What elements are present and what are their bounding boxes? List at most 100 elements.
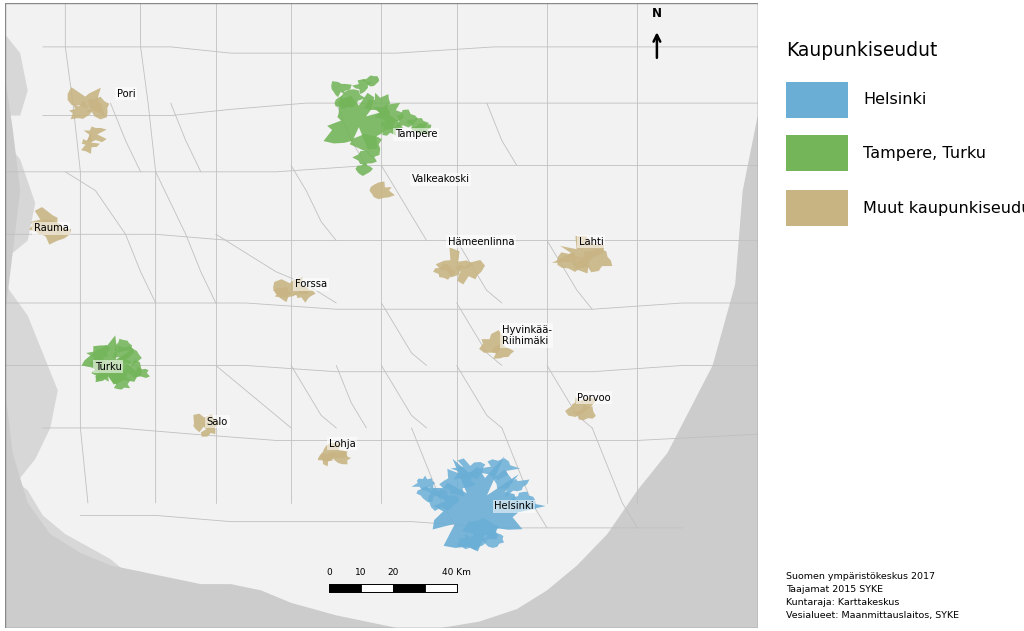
Polygon shape (272, 286, 292, 302)
Text: Tampere, Turku: Tampere, Turku (863, 146, 986, 160)
Polygon shape (557, 252, 591, 272)
Bar (393, 584, 425, 592)
Polygon shape (319, 443, 348, 461)
Polygon shape (436, 247, 473, 278)
Polygon shape (565, 397, 597, 417)
Text: Hyvinkää-
Riihimäki: Hyvinkää- Riihimäki (502, 325, 552, 346)
Polygon shape (113, 377, 130, 389)
Polygon shape (395, 109, 418, 127)
Polygon shape (355, 163, 373, 176)
Text: Helsinki: Helsinki (495, 501, 534, 511)
Text: N: N (652, 7, 662, 20)
Polygon shape (428, 489, 460, 511)
Text: Porvoo: Porvoo (578, 393, 610, 403)
Polygon shape (552, 236, 604, 273)
Polygon shape (493, 469, 529, 497)
Polygon shape (29, 220, 53, 235)
Polygon shape (335, 96, 352, 109)
Polygon shape (80, 565, 231, 628)
Polygon shape (407, 118, 429, 133)
Polygon shape (381, 119, 398, 136)
Polygon shape (317, 453, 333, 466)
Polygon shape (421, 456, 546, 551)
Polygon shape (5, 3, 758, 628)
Polygon shape (37, 219, 72, 245)
Polygon shape (82, 335, 137, 384)
Polygon shape (125, 360, 142, 378)
Polygon shape (455, 260, 485, 285)
Polygon shape (361, 76, 379, 86)
Text: Kaupunkiseudut: Kaupunkiseudut (786, 40, 938, 60)
Bar (329, 584, 457, 592)
Bar (425, 584, 457, 592)
Polygon shape (69, 101, 91, 119)
Polygon shape (84, 126, 106, 142)
Bar (786, 190, 848, 226)
Polygon shape (293, 286, 315, 303)
Polygon shape (412, 476, 435, 491)
Polygon shape (114, 339, 132, 353)
Polygon shape (456, 534, 487, 550)
Text: Rauma: Rauma (34, 223, 69, 233)
Polygon shape (68, 87, 105, 116)
Polygon shape (324, 93, 402, 150)
Polygon shape (5, 284, 57, 478)
Polygon shape (512, 492, 536, 512)
Text: Forssa: Forssa (295, 280, 327, 289)
Text: Tampere: Tampere (395, 129, 437, 139)
Polygon shape (492, 344, 514, 358)
Text: Suomen ympäristökeskus 2017
Taajamat 2015 SYKE
Kuntaraja: Karttakeskus
Vesialuee: Suomen ympäristökeskus 2017 Taajamat 201… (786, 572, 959, 620)
Polygon shape (370, 182, 395, 199)
Text: Lohja: Lohja (329, 439, 355, 449)
Text: 20: 20 (387, 568, 398, 577)
Polygon shape (108, 369, 127, 385)
Polygon shape (81, 133, 100, 154)
Text: Helsinki: Helsinki (863, 93, 927, 107)
Polygon shape (433, 264, 456, 280)
Polygon shape (31, 207, 62, 237)
Polygon shape (439, 469, 477, 497)
Text: Lahti: Lahti (579, 237, 603, 247)
Polygon shape (479, 330, 506, 353)
Polygon shape (352, 151, 377, 164)
Polygon shape (364, 93, 390, 115)
Polygon shape (113, 345, 134, 358)
Polygon shape (201, 422, 216, 437)
Polygon shape (134, 367, 150, 378)
Polygon shape (350, 134, 382, 158)
Polygon shape (86, 345, 111, 361)
Text: Hämeenlinna: Hämeenlinna (447, 237, 514, 247)
Polygon shape (412, 123, 431, 136)
Text: 10: 10 (355, 568, 367, 577)
Polygon shape (577, 249, 612, 272)
Polygon shape (5, 34, 28, 115)
Bar (786, 82, 848, 118)
Polygon shape (86, 97, 110, 119)
Text: Muut kaupunkiseudut: Muut kaupunkiseudut (863, 201, 1024, 216)
Text: Salo: Salo (207, 416, 228, 427)
Text: 40 Km: 40 Km (442, 568, 471, 577)
Polygon shape (479, 458, 520, 480)
Polygon shape (352, 79, 372, 94)
Polygon shape (94, 365, 109, 382)
Polygon shape (89, 357, 104, 370)
Text: 0: 0 (326, 568, 332, 577)
Bar (329, 584, 360, 592)
Polygon shape (5, 471, 126, 628)
Polygon shape (483, 531, 504, 548)
Polygon shape (329, 451, 351, 464)
Polygon shape (451, 458, 485, 480)
Polygon shape (417, 486, 443, 502)
Polygon shape (5, 141, 35, 253)
Polygon shape (119, 348, 142, 366)
Polygon shape (340, 90, 366, 107)
Text: Valkeakoski: Valkeakoski (412, 174, 470, 184)
Polygon shape (572, 404, 596, 420)
Polygon shape (331, 81, 351, 97)
Bar (786, 135, 848, 171)
Bar (360, 584, 393, 592)
Polygon shape (462, 518, 500, 542)
Polygon shape (194, 414, 221, 432)
Polygon shape (374, 103, 403, 122)
Text: Pori: Pori (117, 89, 135, 98)
